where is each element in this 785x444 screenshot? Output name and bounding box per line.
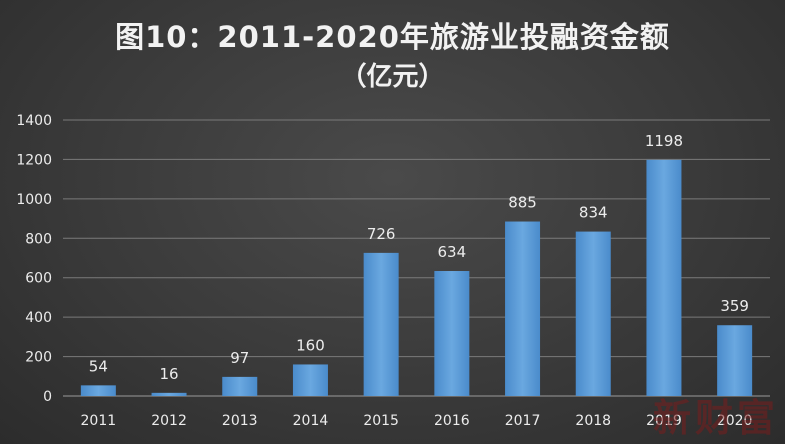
y-tick-label: 1400	[16, 113, 52, 129]
x-tick-label: 2014	[293, 413, 329, 429]
bar-2013	[222, 376, 258, 396]
y-axis: 0 200 400 600 800 1000 1200 1400	[16, 113, 52, 405]
bar-2018	[575, 231, 611, 396]
y-tick-label: 400	[25, 310, 52, 326]
data-label: 885	[508, 194, 537, 212]
data-label: 634	[438, 243, 467, 261]
bars	[80, 159, 753, 396]
data-label: 834	[579, 204, 608, 222]
y-tick-label: 200	[25, 350, 52, 366]
y-tick-label: 800	[25, 231, 52, 247]
data-label: 1198	[645, 132, 683, 150]
x-tick-label: 2019	[646, 413, 682, 429]
x-tick-label: 2016	[434, 413, 470, 429]
data-label: 160	[296, 336, 325, 354]
data-label: 16	[160, 365, 179, 383]
bar-2011	[80, 385, 116, 396]
bar-2020	[717, 325, 753, 396]
bar-2014	[292, 364, 328, 396]
x-tick-label: 2011	[81, 413, 117, 429]
y-tick-label: 600	[25, 271, 52, 287]
data-label: 54	[89, 357, 108, 375]
data-labels: 54 16 97 160 726 634 885 834 1198 359	[89, 132, 749, 383]
y-tick-label: 1000	[16, 192, 52, 208]
x-tick-label: 2020	[717, 413, 753, 429]
x-tick-label: 2018	[575, 413, 611, 429]
bar-2017	[505, 221, 541, 396]
bar-2015	[363, 252, 399, 396]
chart-title: 图10：2011-2020年旅游业投融资金额	[115, 20, 670, 54]
y-tick-label: 1200	[16, 152, 52, 168]
data-label: 726	[367, 225, 396, 243]
x-tick-label: 2017	[505, 413, 541, 429]
x-axis: 2011 2012 2013 2014 2015 2016 2017 2018 2019 2020	[81, 413, 753, 429]
bar-2019	[646, 159, 682, 396]
bar-2016	[434, 271, 470, 396]
chart-subtitle-unit: （亿元）	[340, 62, 445, 92]
data-label: 97	[230, 349, 249, 367]
watermark-logo: 新财富	[652, 395, 779, 440]
y-tick-label: 0	[43, 389, 52, 405]
x-tick-label: 2015	[363, 413, 399, 429]
bar-2012	[151, 392, 187, 396]
x-tick-label: 2012	[151, 413, 187, 429]
x-tick-label: 2013	[222, 413, 258, 429]
data-label: 359	[720, 297, 749, 315]
